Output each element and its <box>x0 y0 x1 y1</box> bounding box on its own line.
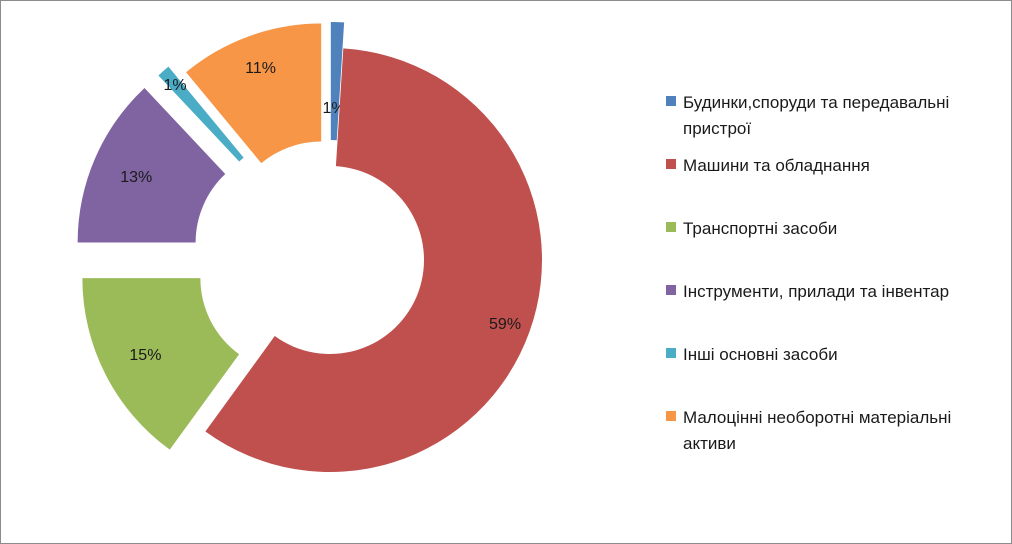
slice-data-label: 11% <box>245 60 276 77</box>
slice-data-label: 15% <box>129 347 161 364</box>
slice-data-label: 13% <box>120 169 152 186</box>
legend-swatch <box>666 159 676 169</box>
donut-slice <box>82 278 240 450</box>
legend-swatch <box>666 222 676 232</box>
legend-item: Машини та обладнання <box>666 153 1006 179</box>
legend-swatch <box>666 411 676 421</box>
donut-slice <box>158 66 244 162</box>
legend-item: Транспортні засоби <box>666 216 1006 242</box>
slice-data-label: 1% <box>163 77 186 94</box>
legend-item: Інші основні засоби <box>666 342 1006 368</box>
legend-swatch <box>666 348 676 358</box>
donut-slice <box>77 87 226 243</box>
legend-label: Малоцінні необоротні матеріальні активи <box>683 408 952 453</box>
legend-swatch <box>666 96 676 106</box>
slice-data-label: 59% <box>489 316 521 333</box>
legend-item: Малоцінні необоротні матеріальні активи <box>666 405 1006 457</box>
legend-label: Інструменти, прилади та інвентар <box>683 282 950 301</box>
legend-label: Будинки,споруди та передавальні пристрої <box>683 93 950 138</box>
legend-label: Транспортні засоби <box>683 219 838 238</box>
legend-label: Машини та обладнання <box>683 156 870 175</box>
legend-swatch <box>666 285 676 295</box>
donut-slice <box>205 48 542 472</box>
legend-item: Інструменти, прилади та інвентар <box>666 279 1006 305</box>
donut-slice <box>330 22 345 141</box>
legend-item: Будинки,споруди та передавальні пристрої <box>666 90 1006 142</box>
legend-label: Інші основні засоби <box>683 345 838 364</box>
donut-slice <box>186 23 322 164</box>
